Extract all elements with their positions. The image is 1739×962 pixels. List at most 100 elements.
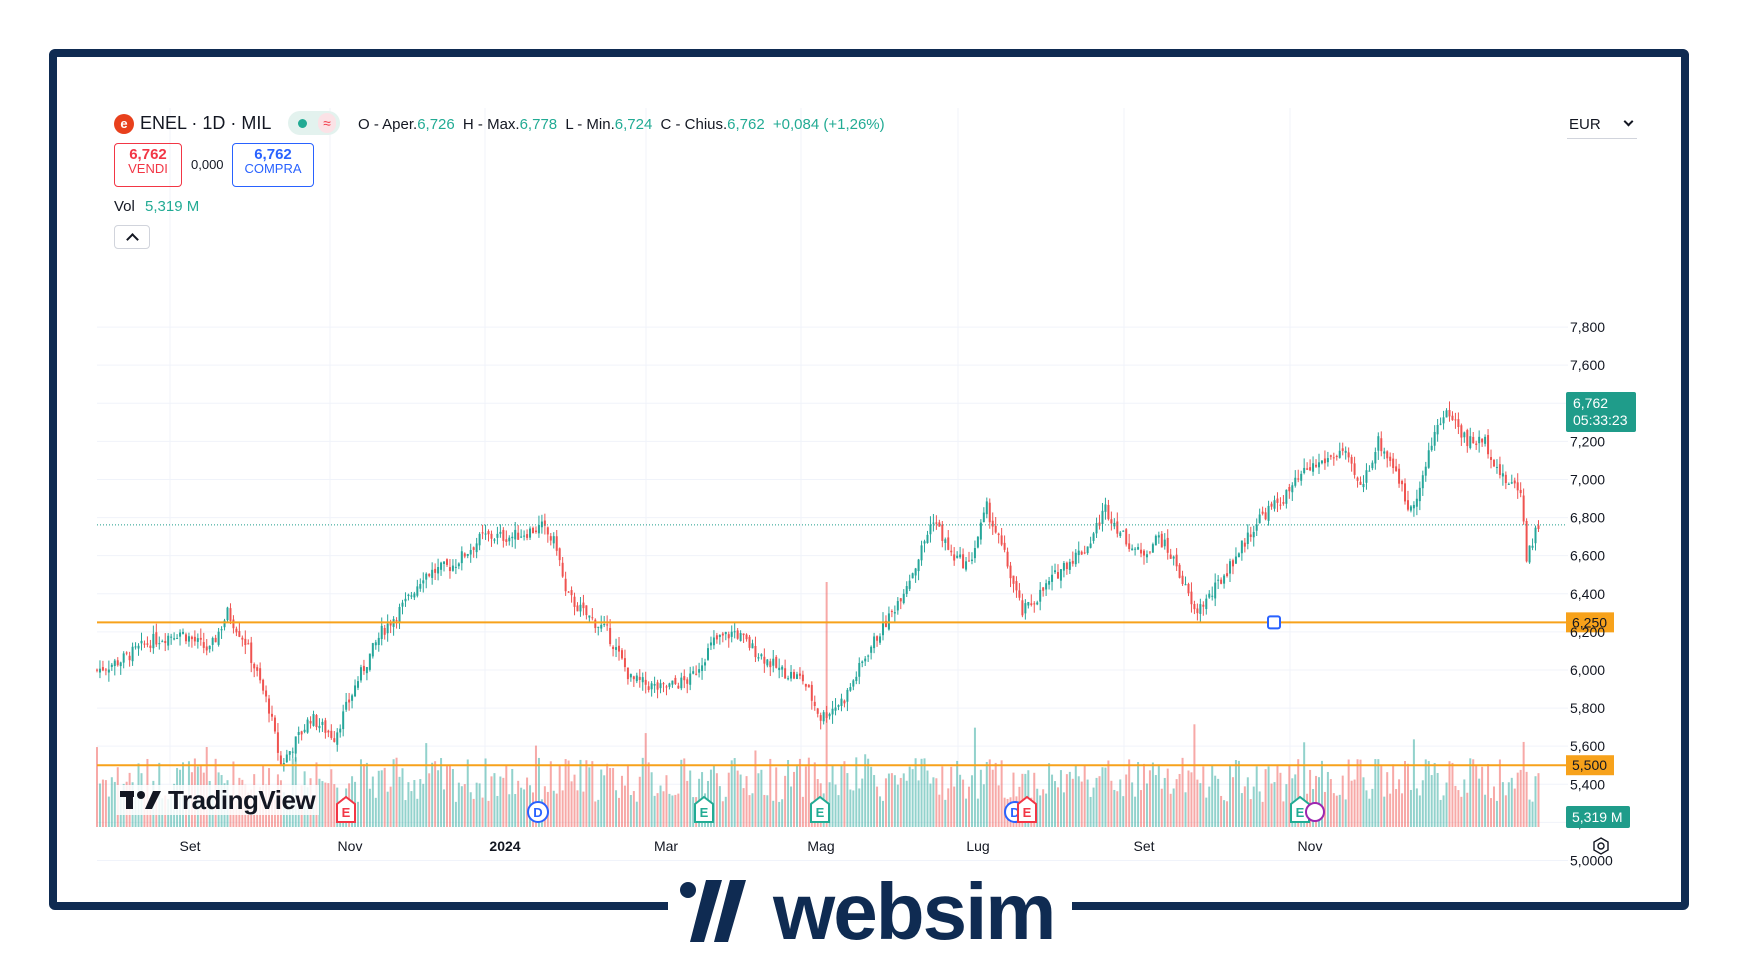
- market-status-pill[interactable]: ≈: [288, 111, 340, 135]
- volume-bar: [1208, 786, 1211, 827]
- volume-bar: [374, 797, 377, 827]
- volume-bar: [623, 785, 626, 827]
- volume-bar: [1341, 775, 1344, 827]
- price-tick: 5,0000: [1570, 852, 1613, 868]
- candle-body: [1454, 419, 1457, 421]
- candle-body: [1359, 481, 1362, 485]
- volume-bar: [994, 762, 997, 827]
- candle-body: [1217, 579, 1220, 581]
- candle-body: [208, 645, 211, 650]
- volume-bar: [380, 770, 383, 827]
- candle-body: [1140, 549, 1143, 554]
- volume-bar: [440, 758, 443, 827]
- candle-body: [182, 631, 185, 634]
- candle-body: [959, 554, 962, 558]
- candle-body: [220, 629, 223, 631]
- candle-body: [603, 624, 606, 626]
- candle-body: [300, 731, 303, 735]
- candle-body: [606, 624, 609, 626]
- volume-bar: [905, 780, 908, 827]
- volume-bar: [893, 775, 896, 827]
- candle-body: [579, 604, 582, 612]
- volume-bar: [1068, 771, 1071, 827]
- symbol-header[interactable]: e ENEL · 1D · MIL: [114, 113, 271, 134]
- tradingview-logo-icon: [120, 791, 161, 809]
- candle-body: [1134, 548, 1137, 550]
- candle-body: [131, 646, 134, 662]
- candle-body: [1151, 544, 1154, 553]
- candle-body: [401, 602, 404, 607]
- candle-body: [1315, 464, 1318, 467]
- candle-body: [463, 553, 466, 557]
- volume-bar: [686, 780, 689, 827]
- volume-bar: [1178, 773, 1181, 827]
- candle-body: [1178, 564, 1181, 578]
- chevron-up-icon: [126, 233, 139, 246]
- earnings-marker-icon: E: [1017, 795, 1037, 823]
- volume-bar: [1089, 796, 1092, 827]
- time-tick: Set: [1133, 838, 1154, 854]
- candle-body: [107, 669, 110, 673]
- candle-body: [190, 636, 193, 640]
- volume-bar: [920, 758, 923, 827]
- volume-bar: [445, 766, 448, 827]
- volume-bar: [1448, 761, 1451, 827]
- level-drag-handle: [1267, 615, 1281, 630]
- candle-body: [318, 725, 321, 729]
- time-tick: Mar: [654, 838, 678, 854]
- candle-body: [1430, 445, 1433, 451]
- volume-bar: [1255, 766, 1258, 827]
- sell-button[interactable]: 6,762 VENDI: [114, 143, 182, 187]
- price-tick: 7,200: [1570, 433, 1605, 449]
- candle-body: [475, 543, 478, 553]
- candle-body: [828, 713, 831, 717]
- candle-body: [262, 679, 265, 691]
- level-label-box: [1566, 755, 1614, 776]
- volume-bar: [1098, 776, 1101, 827]
- candle-body: [348, 699, 351, 703]
- candle-body: [1380, 438, 1383, 452]
- candle-body: [1371, 462, 1374, 469]
- price-tick: 5,800: [1570, 700, 1605, 716]
- candle-body: [428, 573, 431, 577]
- volume-bar: [840, 765, 843, 827]
- candle-body: [1048, 581, 1051, 585]
- candle-body: [899, 598, 902, 602]
- candle-body: [1332, 457, 1335, 459]
- candle-body: [997, 533, 1000, 536]
- sell-price: 6,762: [129, 146, 167, 163]
- websim-logo-icon: [680, 880, 746, 942]
- volume-bar: [570, 781, 573, 827]
- candle-body: [1531, 545, 1534, 548]
- volume-bar: [1071, 778, 1074, 827]
- currency-select[interactable]: EUR: [1567, 110, 1637, 139]
- volume-bar: [1285, 784, 1288, 827]
- candle-body: [760, 654, 763, 657]
- volume-bar: [496, 795, 499, 827]
- settings-gear-icon[interactable]: [1592, 837, 1610, 855]
- candle-body: [454, 566, 457, 568]
- candle-body: [822, 712, 825, 722]
- candle-body: [1110, 519, 1113, 524]
- candle-body: [1285, 489, 1288, 504]
- earnings-marker-icon: E: [694, 795, 714, 823]
- candle-body: [1220, 579, 1223, 584]
- candle-body: [116, 660, 119, 666]
- volume-bar: [1056, 787, 1059, 827]
- candle-body: [638, 676, 641, 680]
- candle-body: [321, 721, 324, 725]
- volume-bar: [751, 793, 754, 827]
- candle-body: [985, 501, 988, 515]
- candle-body: [466, 553, 469, 557]
- volume-bar: [1217, 778, 1220, 827]
- buy-button[interactable]: 6,762 COMPRA: [232, 143, 314, 187]
- volume-bar: [1335, 795, 1338, 827]
- candle-body: [383, 627, 386, 635]
- candle-body: [1303, 467, 1306, 474]
- volume-bar: [431, 762, 434, 827]
- candle-body: [1086, 546, 1089, 554]
- collapse-button[interactable]: [114, 225, 150, 249]
- candle-body: [1495, 466, 1498, 468]
- volume-bar: [330, 769, 333, 827]
